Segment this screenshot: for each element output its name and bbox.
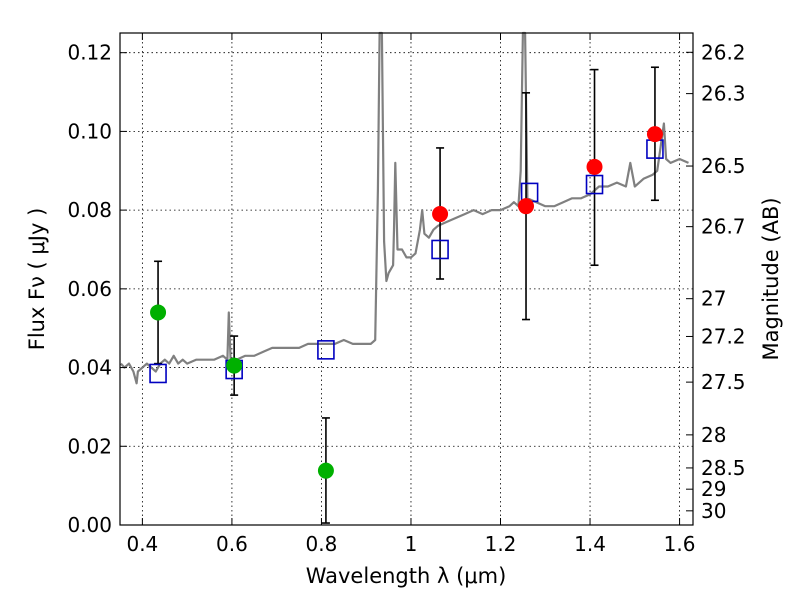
model-square-marker xyxy=(431,239,449,260)
right-tick-label: 26.5 xyxy=(701,154,746,178)
right-tick-label: 28.5 xyxy=(701,456,746,480)
x-tick-label: 1.4 xyxy=(574,532,606,556)
y-tick-label: 0.02 xyxy=(67,434,112,458)
observed-green-marker xyxy=(150,304,167,321)
x-tick-label: 1 xyxy=(405,532,418,556)
marker-layer xyxy=(149,126,664,479)
x-tick-label: 0.8 xyxy=(306,532,338,556)
x-tick-label: 0.6 xyxy=(216,532,248,556)
y-tick-label: 0.12 xyxy=(67,41,112,65)
y-tick-label: 0.08 xyxy=(67,198,112,222)
model-square-marker xyxy=(149,363,167,384)
y-tick-label: 0.06 xyxy=(67,277,112,301)
right-tick-label: 30 xyxy=(701,499,726,523)
model-square-marker xyxy=(585,174,604,195)
plot-area xyxy=(120,33,693,525)
x-tick-label: 1.6 xyxy=(664,532,696,556)
observed-red-marker xyxy=(646,126,663,143)
y-tick-label: 0.04 xyxy=(67,356,112,380)
observed-green-marker xyxy=(226,357,243,374)
right-tick-label: 27 xyxy=(701,287,726,311)
y-axis-right-label: Magnitude (AB) xyxy=(759,197,783,360)
spectrum-layer xyxy=(120,31,689,385)
right-tick-label: 28 xyxy=(701,423,726,447)
model-square-marker xyxy=(317,340,335,360)
observed-green-marker xyxy=(317,462,334,479)
y-tick-label: 0.10 xyxy=(67,119,112,143)
observed-red-marker xyxy=(518,198,535,215)
x-axis-label: Wavelength λ (μm) xyxy=(306,564,507,588)
right-tick-label: 26.2 xyxy=(701,40,746,64)
right-tick-label: 27.5 xyxy=(701,370,746,394)
right-tick-label: 26.3 xyxy=(701,82,746,106)
right-tick-label: 26.7 xyxy=(701,215,746,239)
plot-frame xyxy=(119,32,694,526)
observed-red-marker xyxy=(432,206,449,223)
observed-red-marker xyxy=(586,158,603,175)
ticks: 0.4 0.6 0.8 1 1.2 1.4 1.6 0.00 0.02 0.04 0.06 0.08 0… xyxy=(67,33,746,556)
y-tick-label: 0.00 xyxy=(67,513,112,537)
x-tick-label: 1.2 xyxy=(485,532,517,556)
right-tick-label: 29 xyxy=(701,477,726,501)
spectrum-line xyxy=(120,31,689,385)
right-tick-label: 27.2 xyxy=(701,324,746,348)
x-tick-label: 0.4 xyxy=(126,532,158,556)
y-axis-label: Flux Fν ( μJy ) xyxy=(25,208,49,351)
